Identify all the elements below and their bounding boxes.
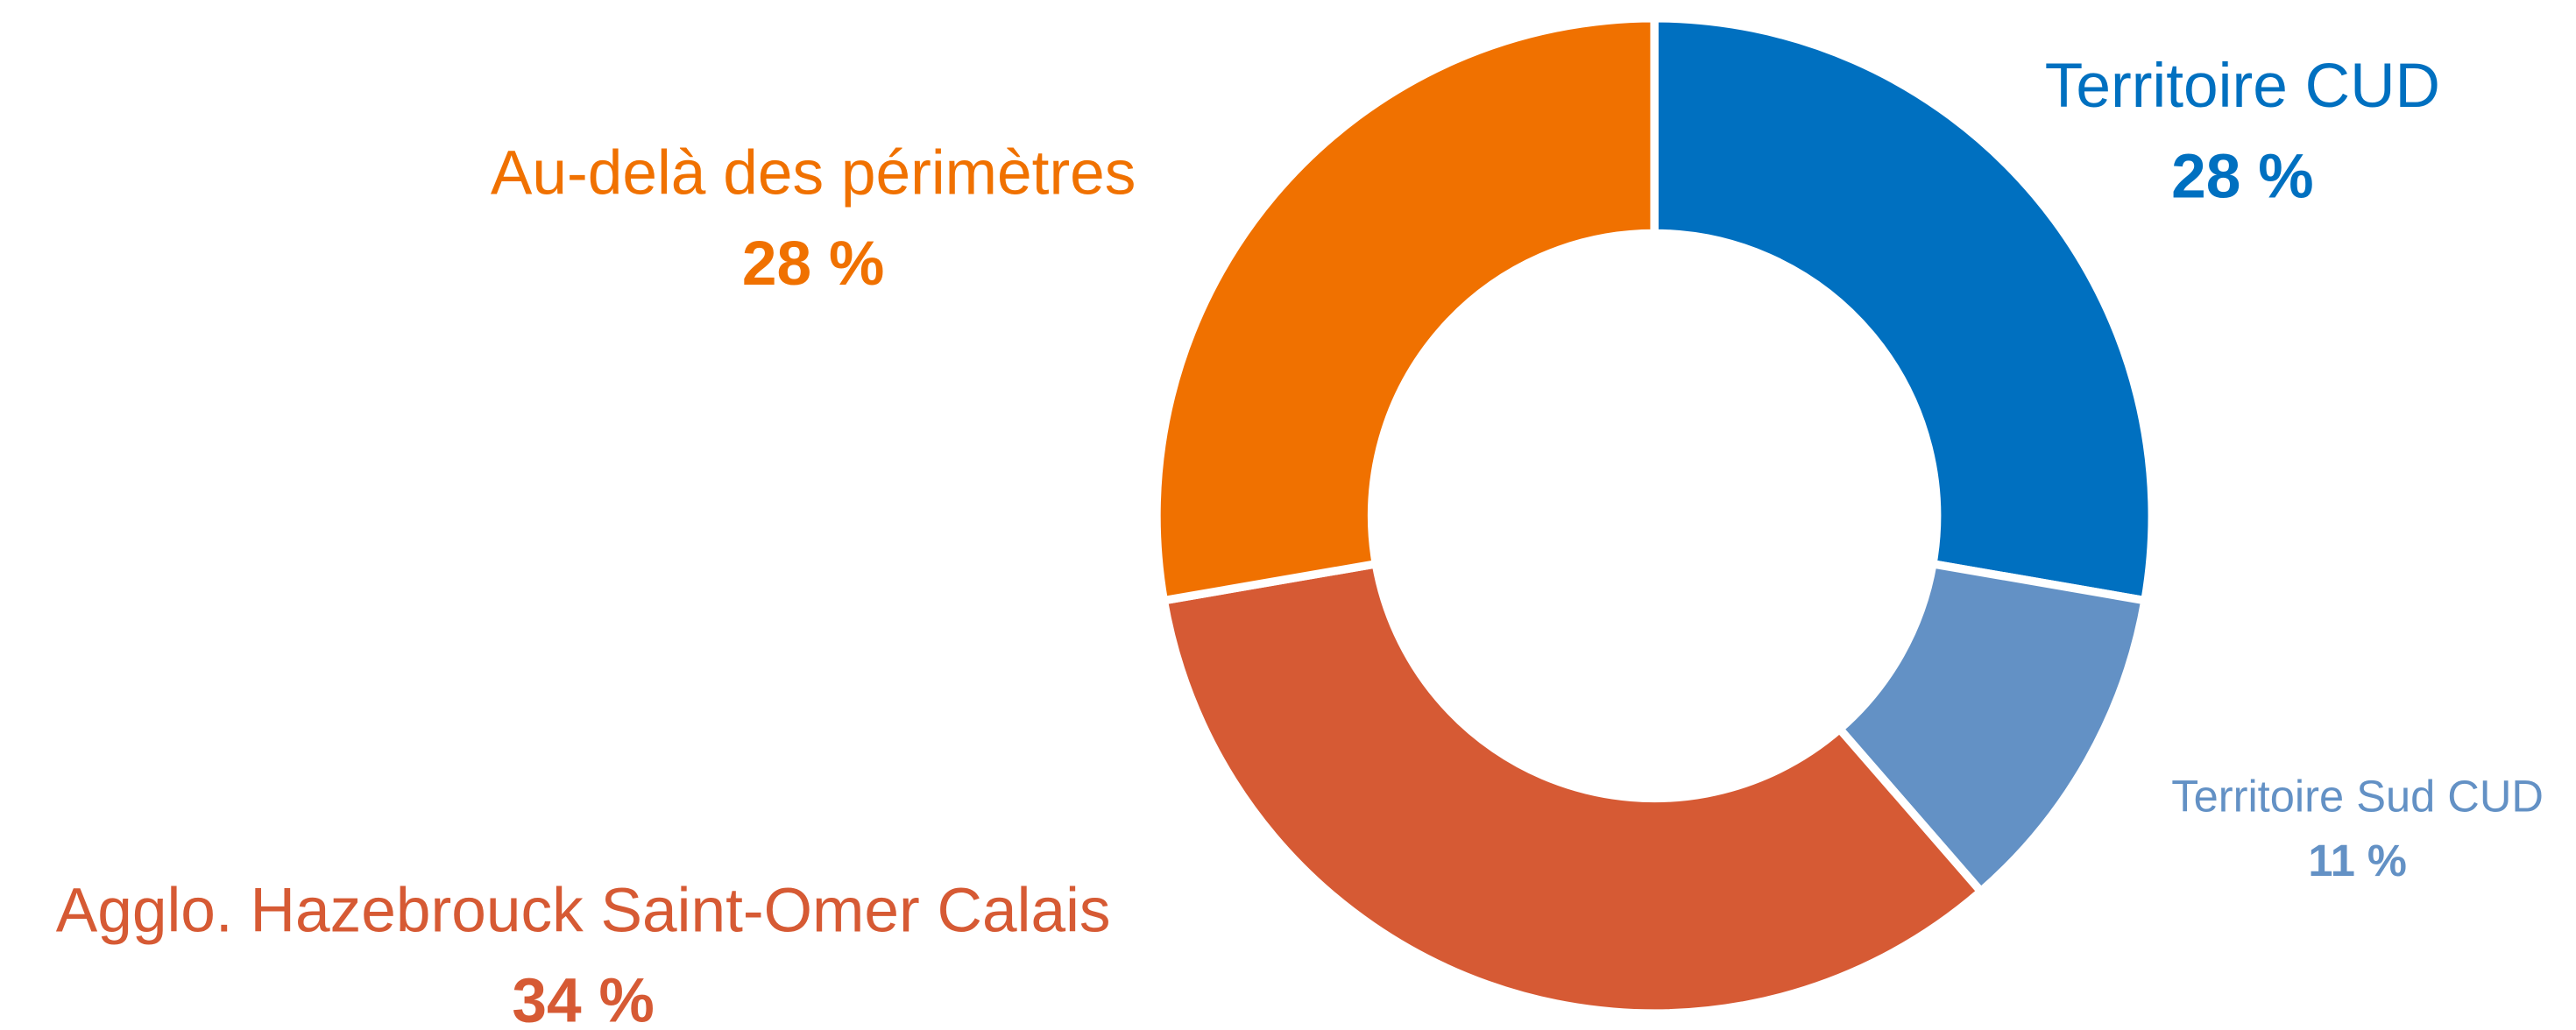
value-label: 34 %: [512, 966, 654, 1030]
category-label: Agglo. Hazebrouck Saint-Omer Calais: [56, 875, 1111, 945]
category-label: Au-delà des périmètres: [491, 138, 1136, 208]
donut-segment: [1152, 14, 1659, 606]
category-label: Territoire Sud CUD: [2171, 772, 2544, 822]
donut-segment: [1158, 559, 1987, 1018]
value-label: 11 %: [2308, 836, 2407, 885]
value-label: 28 %: [742, 229, 884, 299]
category-label: Territoire CUD: [2045, 51, 2440, 121]
donut-segment: [1834, 559, 2150, 898]
donut-segment: [1650, 14, 2156, 606]
value-label: 28 %: [2171, 141, 2313, 211]
